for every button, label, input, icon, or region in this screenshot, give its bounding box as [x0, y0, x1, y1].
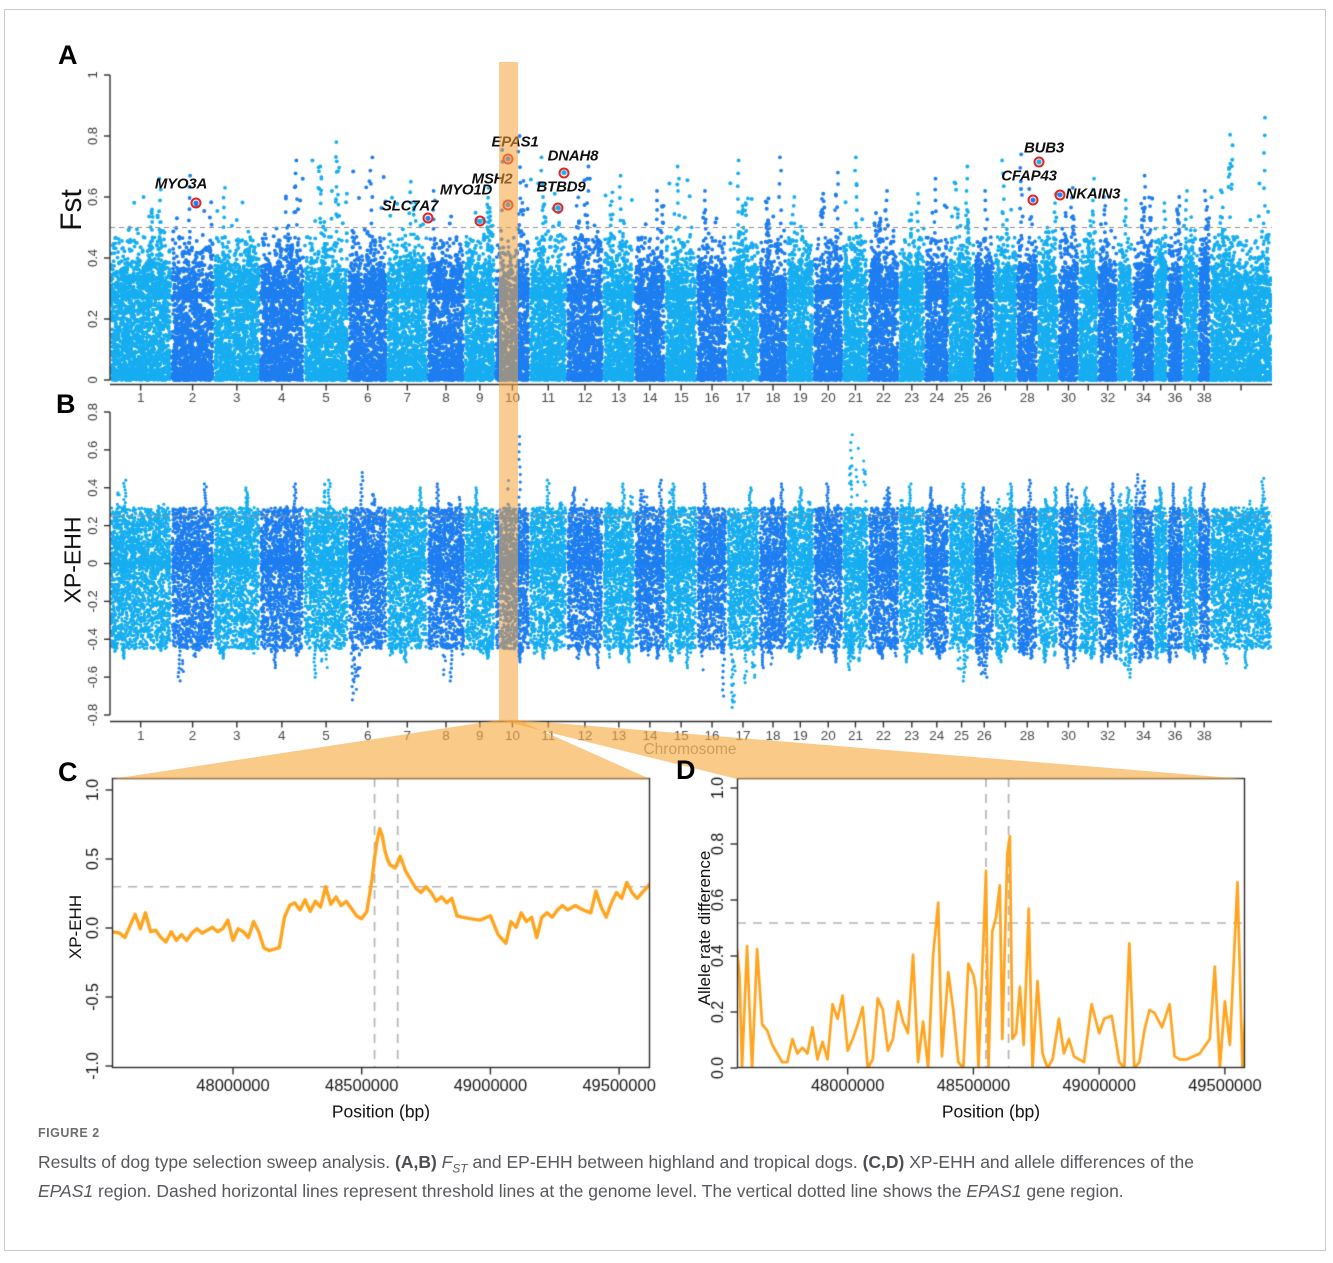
- figure-caption-text: Results of dog type selection sweep anal…: [38, 1152, 1194, 1202]
- panel-d-letter: D: [676, 755, 696, 785]
- figure-caption: FIGURE 2 Results of dog type selection s…: [38, 1126, 1300, 1205]
- panel-c-letter: C: [58, 757, 78, 787]
- panel-a-letter: A: [58, 40, 78, 70]
- panel-b-y-axis-title: XP-EHH: [59, 516, 86, 604]
- figure-caption-label: FIGURE 2: [38, 1126, 100, 1140]
- panel-c-y-axis-title: XP-EHH: [66, 894, 85, 960]
- panel-b-letter: B: [56, 389, 76, 419]
- panel-c-x-axis-title: Position (bp): [331, 1101, 431, 1122]
- panel-a-y-axis-title: Fst: [55, 189, 88, 231]
- panel-d-y-axis-title: Allele rate difference: [695, 850, 714, 1006]
- panel-d-x-axis-title: Position (bp): [941, 1101, 1041, 1122]
